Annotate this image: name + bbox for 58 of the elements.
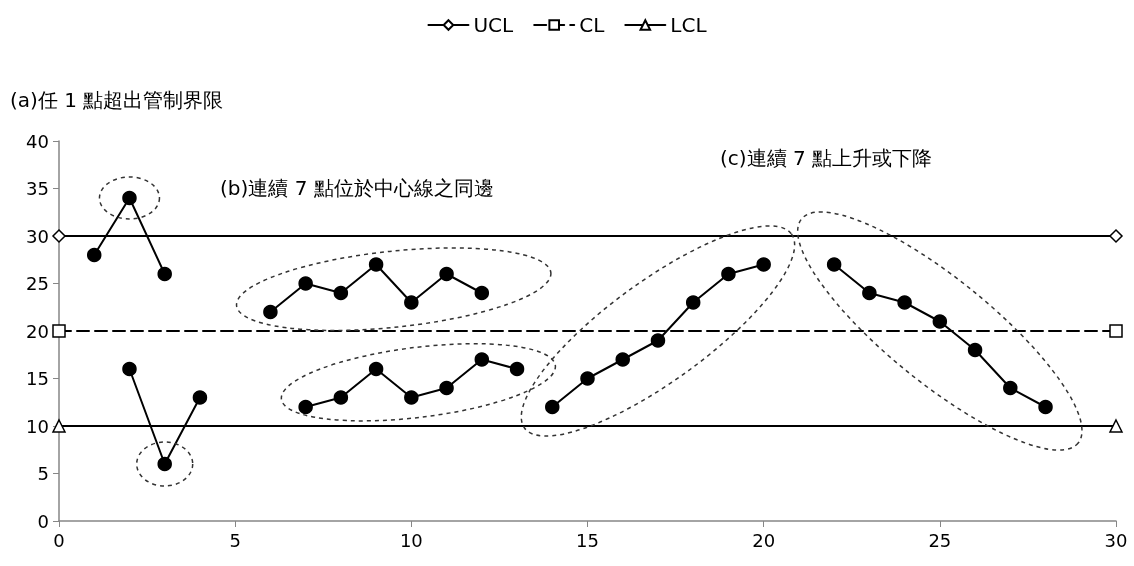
text: (a)任 1 點超出管制界限 bbox=[10, 88, 224, 112]
y-tick-label: 25 bbox=[26, 273, 49, 294]
y-tick-label: 0 bbox=[37, 510, 49, 532]
point bbox=[404, 295, 419, 310]
point bbox=[87, 247, 102, 263]
x-tick-label: 20 bbox=[752, 529, 776, 551]
annotation: (c)連續 7 點上升或下降 bbox=[720, 146, 933, 170]
point bbox=[333, 390, 349, 405]
point bbox=[333, 285, 349, 301]
point bbox=[474, 352, 490, 367]
point bbox=[298, 276, 313, 291]
legend-label: UCL bbox=[473, 13, 515, 37]
point bbox=[157, 266, 172, 282]
point bbox=[1003, 380, 1018, 396]
point bbox=[650, 333, 666, 348]
point bbox=[509, 361, 525, 377]
y-tick-label: 30 bbox=[26, 225, 49, 247]
x-tick-label: 30 bbox=[1104, 529, 1128, 551]
point bbox=[192, 390, 208, 405]
point bbox=[1109, 324, 1123, 338]
point bbox=[1038, 399, 1053, 415]
point bbox=[263, 304, 278, 320]
point bbox=[967, 342, 983, 358]
point bbox=[615, 352, 630, 367]
point bbox=[1109, 229, 1123, 243]
legend-label: CL bbox=[579, 13, 606, 37]
x-tick-label: 0 bbox=[53, 529, 65, 551]
y-tick-label: 40 bbox=[26, 130, 49, 152]
y-tick-label: 20 bbox=[26, 320, 49, 342]
point bbox=[368, 361, 384, 377]
point bbox=[298, 399, 313, 415]
point bbox=[368, 257, 384, 272]
y-tick-label: 5 bbox=[37, 463, 49, 484]
x-tick-label: 15 bbox=[576, 529, 599, 551]
point bbox=[826, 257, 842, 272]
point bbox=[404, 390, 419, 405]
point bbox=[439, 380, 454, 396]
point bbox=[122, 361, 137, 377]
annotation: (b)連續 7 點位於中心線之同邊 bbox=[220, 176, 494, 200]
point bbox=[721, 266, 736, 282]
point bbox=[52, 324, 66, 338]
x-tick-label: 10 bbox=[399, 529, 423, 551]
x-tick-label: 25 bbox=[928, 529, 952, 551]
legend-label: LCL bbox=[670, 13, 708, 37]
point bbox=[932, 314, 948, 329]
y-tick-label: 10 bbox=[26, 415, 49, 437]
point bbox=[474, 285, 490, 301]
point bbox=[862, 285, 877, 301]
point bbox=[545, 399, 560, 415]
point bbox=[897, 295, 912, 310]
point bbox=[52, 229, 66, 243]
point bbox=[439, 266, 454, 282]
x-tick-label: 5 bbox=[229, 529, 241, 551]
y-tick-label: 15 bbox=[26, 368, 49, 389]
y-tick-label: 35 bbox=[26, 178, 49, 199]
point bbox=[580, 371, 595, 386]
point bbox=[756, 257, 771, 272]
point bbox=[685, 295, 701, 310]
